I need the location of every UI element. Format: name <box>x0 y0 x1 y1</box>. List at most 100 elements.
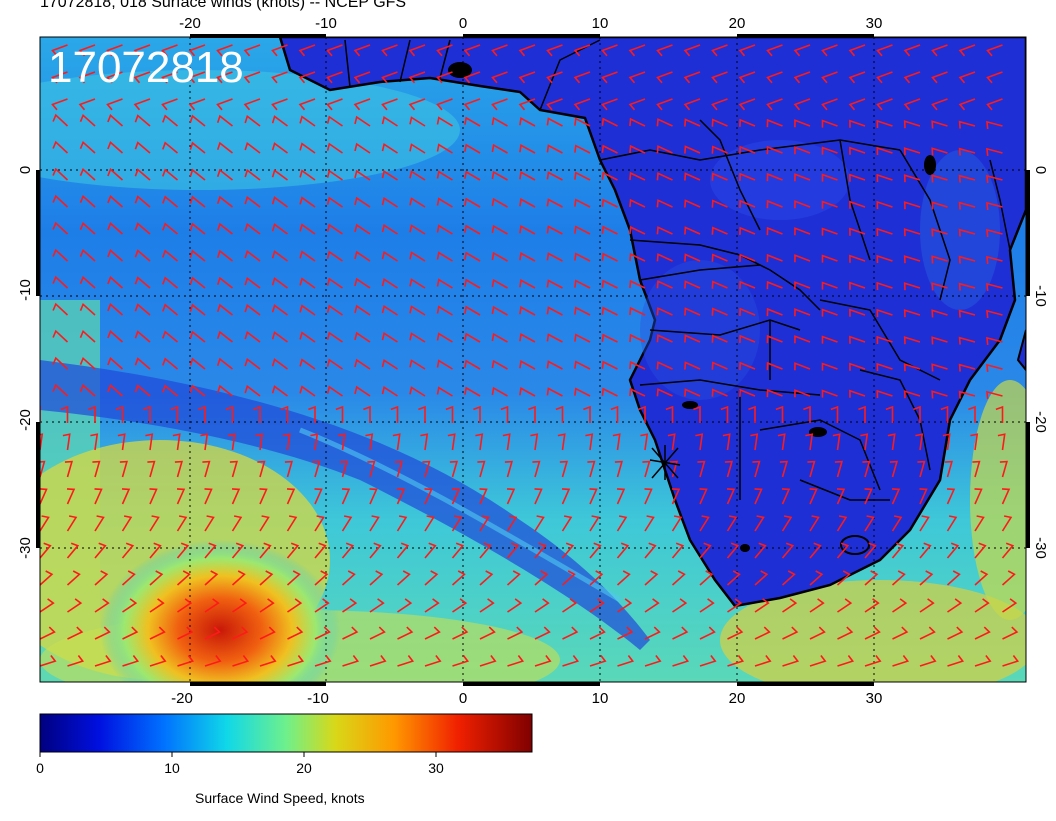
wind-barb <box>314 515 325 532</box>
lon-labels-top: -20 -10 0 10 20 30 <box>179 15 882 32</box>
wind-barb <box>271 142 288 154</box>
wind-barb <box>559 460 568 478</box>
wind-barb <box>766 253 783 263</box>
wind-barb <box>369 570 384 586</box>
wind-barb <box>409 197 426 208</box>
wind-barb <box>849 362 866 371</box>
wind-barb <box>381 359 398 370</box>
wind-barb <box>629 387 646 397</box>
wind-barb <box>107 141 124 154</box>
wind-barb <box>530 433 539 451</box>
wind-barb <box>271 223 288 235</box>
wind-barb <box>986 228 1003 237</box>
wind-barb <box>299 223 316 235</box>
wind-barb <box>849 335 866 344</box>
wind-barb <box>271 358 288 370</box>
wind-barb <box>79 194 96 208</box>
wind-barb <box>66 570 81 586</box>
wind-barb <box>684 388 701 397</box>
wind-barb <box>299 277 316 289</box>
wind-barb <box>711 199 728 208</box>
wind-barb <box>699 515 710 532</box>
wind-barb <box>876 362 893 372</box>
wind-barb <box>353 71 371 84</box>
wind-barb <box>695 433 704 451</box>
wind-barb <box>974 598 990 613</box>
lat-tick-label: 0 <box>1032 166 1049 174</box>
map-title: 17072818, 018 Surface winds (knots) -- N… <box>40 0 407 11</box>
wind-barb <box>684 307 701 316</box>
wind-barb <box>942 433 951 451</box>
wind-barb <box>574 279 591 289</box>
wind-barb <box>534 626 551 640</box>
wind-barb <box>809 626 826 640</box>
wind-barb <box>216 330 233 343</box>
wind-barb <box>107 222 124 235</box>
wind-barb <box>601 333 618 343</box>
wind-barb <box>754 488 763 505</box>
wind-barb <box>974 655 992 667</box>
wind-barb <box>204 570 219 586</box>
wind-barb <box>271 331 288 343</box>
wind-barb <box>809 488 818 505</box>
wind-barb <box>864 598 880 613</box>
wind-barb <box>397 598 413 613</box>
wind-barb <box>354 142 371 154</box>
wind-barb <box>779 460 788 478</box>
wind-barb <box>546 252 563 262</box>
wind-barb <box>308 405 316 423</box>
wind-barb <box>369 515 380 532</box>
wind-barb <box>162 195 179 208</box>
wind-barb <box>298 71 316 84</box>
wind-barb <box>299 358 316 370</box>
wind-barb <box>422 460 431 478</box>
wind-barb <box>958 282 976 291</box>
wind-barb <box>726 570 741 586</box>
wind-barb <box>656 253 673 262</box>
graticule <box>40 37 1026 682</box>
lat-labels-right: 0 -10 -20 -30 <box>1032 166 1049 559</box>
wind-barb <box>711 280 728 289</box>
wind-barb <box>958 98 976 111</box>
wind-barb <box>683 44 701 57</box>
wind-barb <box>259 488 268 505</box>
wind-barb <box>546 171 563 181</box>
lat-tick-label: -20 <box>17 409 34 431</box>
wind-barb <box>748 405 756 423</box>
wind-barb <box>326 44 343 57</box>
wind-barb <box>314 598 330 613</box>
wind-barb <box>958 309 976 318</box>
wind-barb <box>803 405 811 423</box>
wind-barb <box>40 124 41 126</box>
wind-barb <box>711 253 728 262</box>
wind-barb <box>574 225 591 235</box>
wind-barb <box>216 249 233 262</box>
wind-barb <box>947 655 965 667</box>
wind-barb <box>216 303 233 316</box>
wind-barb <box>189 384 206 397</box>
wind-barb <box>299 115 316 127</box>
wind-barb <box>244 114 261 127</box>
wind-barb <box>830 405 839 423</box>
wind-barb <box>809 598 825 613</box>
wind-barb <box>51 44 68 57</box>
wind-barb <box>832 433 841 451</box>
wind-barb <box>974 570 989 586</box>
wind-barb <box>286 570 301 586</box>
wind-barb <box>629 333 646 343</box>
wind-barb <box>903 71 921 84</box>
wind-barb <box>903 98 921 111</box>
wind-barb <box>589 515 600 532</box>
wind-barb <box>972 460 981 478</box>
wind-barb <box>354 331 371 343</box>
wind-barb <box>436 98 453 111</box>
wind-barb <box>671 570 686 586</box>
wind-barb <box>986 309 1003 318</box>
wind-barb <box>656 307 673 316</box>
wind-barb <box>739 199 756 208</box>
wind-barb <box>601 117 618 127</box>
wind-barb <box>739 334 756 343</box>
wind-barb <box>683 71 701 84</box>
wind-barb <box>534 598 550 613</box>
wind-barb <box>341 515 353 532</box>
